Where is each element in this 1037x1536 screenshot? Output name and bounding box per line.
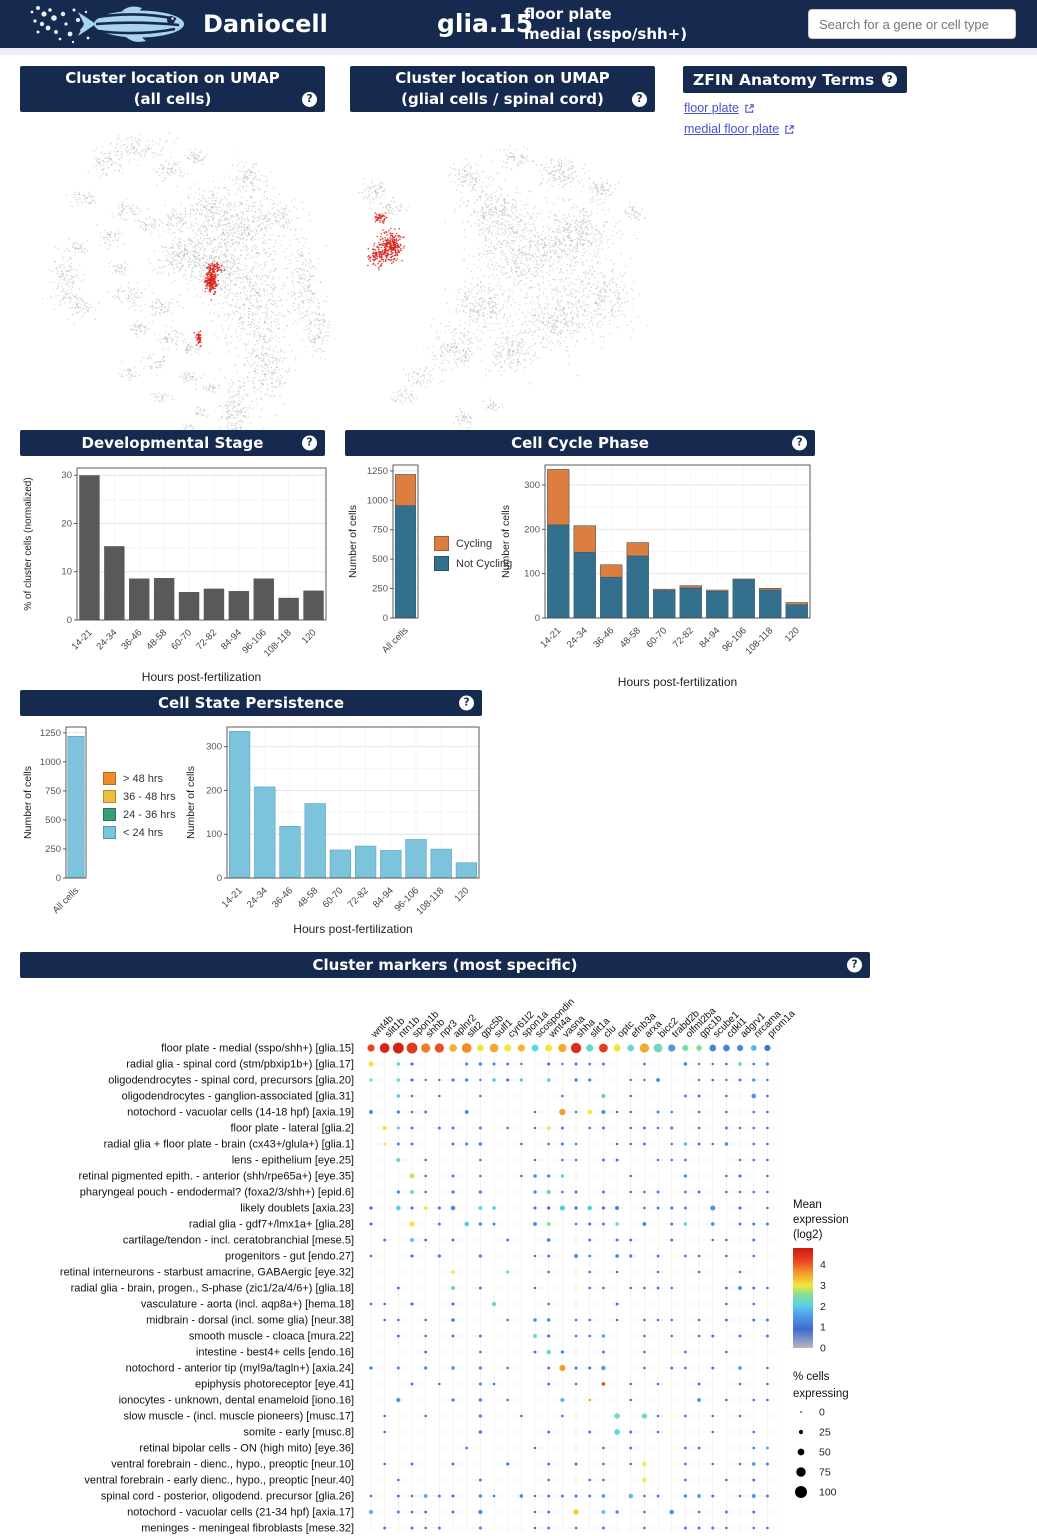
legend-item: Not Cycling	[434, 556, 512, 571]
header-divider	[0, 48, 1037, 55]
umap-all-title-line1: Cluster location on UMAP	[65, 69, 280, 87]
legend-swatch	[434, 556, 449, 571]
legend-label: 36 - 48 hrs	[123, 790, 176, 803]
zfin-link-label: medial floor plate	[684, 122, 780, 136]
umap-glial-plot	[358, 145, 649, 429]
umap-glial-title-line1: Cluster location on UMAP	[395, 69, 610, 87]
daniocell-logo[interactable]	[26, 2, 198, 46]
zfin-link-floor-plate[interactable]: floor plate	[684, 101, 755, 115]
legend-swatch	[103, 772, 116, 785]
panel-persistence-header: Cell State Persistence ?	[20, 690, 482, 716]
panel-umap-glial-header: Cluster location on UMAP (glial cells / …	[350, 66, 655, 112]
legend-item: 24 - 36 hrs	[103, 808, 176, 821]
legend-item: > 48 hrs	[103, 772, 176, 785]
external-link-icon	[785, 124, 794, 134]
legend-label: < 24 hrs	[123, 826, 164, 839]
app-header: Daniocell glia.15 floor plate medial (ss…	[0, 0, 1037, 48]
legend-swatch	[434, 536, 449, 551]
zfin-link-medial-floor-plate[interactable]: medial floor plate	[684, 122, 795, 136]
legend-item: < 24 hrs	[103, 826, 176, 839]
help-icon[interactable]: ?	[792, 435, 807, 451]
zfin-title: ZFIN Anatomy Terms	[693, 70, 875, 89]
external-link-icon	[745, 103, 754, 113]
legend-label: > 48 hrs	[123, 772, 164, 785]
persistence-legend: > 48 hrs 36 - 48 hrs 24 - 36 hrs < 24 hrs	[103, 772, 176, 844]
legend-label: Not Cycling	[456, 557, 513, 570]
help-icon[interactable]: ?	[302, 435, 317, 451]
zfin-link-label: floor plate	[684, 101, 739, 115]
persistence-title: Cell State Persistence	[158, 693, 344, 712]
legend-swatch	[103, 790, 116, 803]
cluster-name-line1: floor plate	[524, 5, 612, 23]
help-icon[interactable]: ?	[459, 695, 474, 711]
help-icon[interactable]: ?	[302, 92, 317, 107]
cluster-name-line2: medial (sspo/shh+)	[524, 25, 688, 43]
umap-all-title-line2: (all cells)	[133, 90, 212, 108]
cell-cycle-legend: Cycling Not Cycling	[434, 536, 512, 576]
panel-zfin-header: ZFIN Anatomy Terms ?	[683, 66, 908, 93]
search-input[interactable]	[808, 9, 1016, 39]
help-icon[interactable]: ?	[847, 957, 862, 973]
legend-label: 24 - 36 hrs	[123, 808, 176, 821]
panel-dev-stage-header: Developmental Stage ?	[20, 430, 325, 456]
umap-glial-title-line2: (glial cells / spinal cord)	[401, 90, 604, 108]
cluster-id: glia.15	[437, 9, 534, 38]
panel-markers-header: Cluster markers (most specific) ?	[20, 952, 870, 978]
markers-title: Cluster markers (most specific)	[312, 955, 578, 974]
legend-item: 36 - 48 hrs	[103, 790, 176, 803]
panel-cell-cycle-header: Cell Cycle Phase ?	[345, 430, 815, 456]
panel-umap-all-header: Cluster location on UMAP (all cells) ?	[20, 66, 325, 112]
umap-all-plot	[41, 132, 336, 432]
legend-label: Cycling	[456, 537, 493, 550]
legend-swatch	[103, 808, 116, 821]
cluster-name: floor plate medial (sspo/shh+)	[524, 4, 687, 44]
dev-stage-title: Developmental Stage	[81, 433, 264, 452]
help-icon[interactable]: ?	[632, 92, 647, 107]
legend-swatch	[103, 826, 116, 839]
legend-item: Cycling	[434, 536, 512, 551]
help-icon[interactable]: ?	[882, 72, 898, 87]
cluster-markers-dotplot: wnt4bslit1bntn1bspon1bshhbnpr3aplnr2slit…	[60, 997, 849, 1535]
zebrafish-icon	[78, 6, 184, 42]
app-title[interactable]: Daniocell	[203, 10, 328, 38]
cell-cycle-title: Cell Cycle Phase	[511, 433, 649, 452]
